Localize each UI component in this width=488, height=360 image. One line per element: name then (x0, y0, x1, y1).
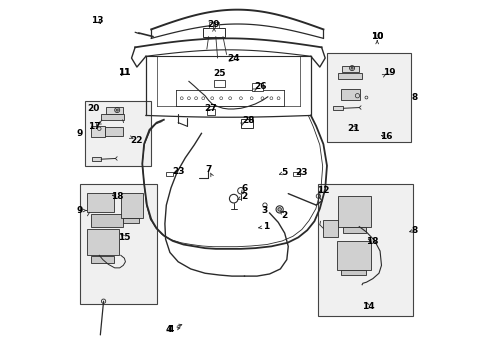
Text: 21: 21 (347, 123, 359, 132)
Text: 23: 23 (172, 167, 184, 176)
Bar (85, 101, 151, 166)
Text: 22: 22 (130, 136, 143, 145)
Bar (341, 66, 359, 72)
Text: 29: 29 (207, 19, 220, 28)
Text: 9: 9 (76, 206, 82, 215)
Bar (123, 218, 139, 223)
Text: 23: 23 (295, 168, 307, 177)
Circle shape (116, 109, 118, 111)
Circle shape (277, 208, 281, 211)
Bar (206, 109, 214, 115)
Circle shape (350, 67, 352, 69)
Bar (317, 184, 412, 316)
Bar (165, 172, 172, 176)
Bar (91, 256, 114, 263)
Bar (336, 241, 370, 270)
Bar (105, 127, 123, 136)
Bar (341, 270, 366, 275)
Bar (86, 229, 119, 255)
Bar (340, 89, 360, 100)
Text: 2: 2 (241, 192, 247, 201)
Text: 10: 10 (370, 32, 383, 41)
Bar (338, 196, 370, 226)
Text: 27: 27 (203, 104, 216, 113)
Bar (214, 80, 224, 87)
Text: 18: 18 (111, 192, 123, 201)
Bar (251, 83, 263, 91)
Bar (91, 214, 122, 226)
Text: 19: 19 (383, 68, 395, 77)
Bar (292, 172, 300, 176)
Text: 4: 4 (167, 325, 174, 334)
Text: 10: 10 (370, 32, 383, 41)
Text: 18: 18 (365, 237, 377, 246)
Bar (121, 193, 142, 218)
Bar (333, 106, 343, 110)
Text: 2: 2 (280, 211, 286, 220)
Text: 8: 8 (411, 226, 417, 235)
Text: 11: 11 (118, 68, 130, 77)
Text: 5: 5 (280, 168, 286, 177)
Bar (91, 126, 104, 137)
Bar (203, 28, 224, 37)
Bar (241, 119, 253, 128)
Text: 3: 3 (261, 206, 267, 215)
Text: 9: 9 (76, 129, 82, 138)
Bar (80, 184, 156, 304)
Text: 14: 14 (361, 302, 374, 311)
Bar (106, 107, 122, 114)
Text: 7: 7 (205, 165, 211, 174)
Text: 25: 25 (213, 69, 225, 78)
Text: 12: 12 (317, 186, 329, 195)
Text: 4: 4 (165, 325, 172, 334)
Text: 11: 11 (118, 68, 130, 77)
Text: 28: 28 (242, 116, 254, 125)
Text: 20: 20 (87, 104, 100, 113)
Bar (323, 220, 337, 237)
Text: 6: 6 (241, 184, 247, 193)
Text: 15: 15 (118, 233, 130, 242)
Bar (215, 22, 219, 28)
Bar (326, 53, 410, 142)
Bar (343, 226, 366, 233)
Text: 1: 1 (263, 222, 268, 231)
Text: 17: 17 (87, 122, 100, 131)
Text: 8: 8 (411, 93, 417, 102)
Bar (338, 73, 361, 79)
Bar (92, 157, 101, 161)
Bar (208, 22, 212, 28)
Text: 16: 16 (379, 132, 391, 141)
Text: 26: 26 (254, 82, 266, 91)
Bar (87, 193, 114, 212)
Text: 13: 13 (91, 16, 103, 25)
Bar (101, 114, 124, 120)
Text: 24: 24 (227, 54, 240, 63)
